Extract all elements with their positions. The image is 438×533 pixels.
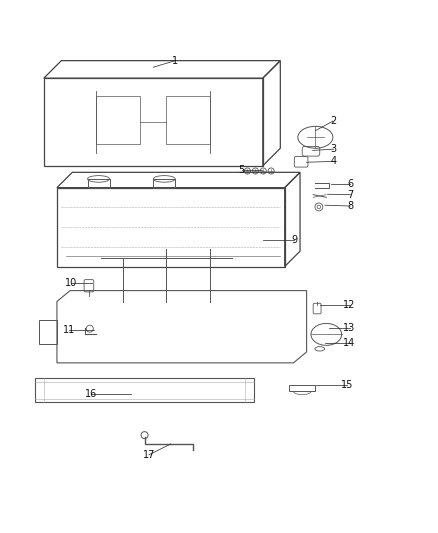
Text: 8: 8 (347, 201, 353, 211)
Text: 10: 10 (65, 278, 77, 288)
Text: 3: 3 (331, 144, 337, 154)
Text: 4: 4 (331, 156, 337, 166)
Text: 9: 9 (291, 235, 297, 245)
Text: 15: 15 (341, 379, 353, 390)
Text: 6: 6 (347, 179, 353, 189)
Text: 12: 12 (343, 300, 356, 310)
Text: 1: 1 (172, 55, 178, 66)
Text: 17: 17 (143, 450, 155, 460)
Text: 2: 2 (330, 116, 336, 126)
Text: 5: 5 (239, 165, 245, 175)
Text: 13: 13 (343, 323, 356, 333)
Text: 14: 14 (343, 338, 356, 348)
Text: 11: 11 (63, 325, 75, 335)
Text: 16: 16 (85, 389, 97, 399)
Text: 7: 7 (347, 190, 353, 200)
